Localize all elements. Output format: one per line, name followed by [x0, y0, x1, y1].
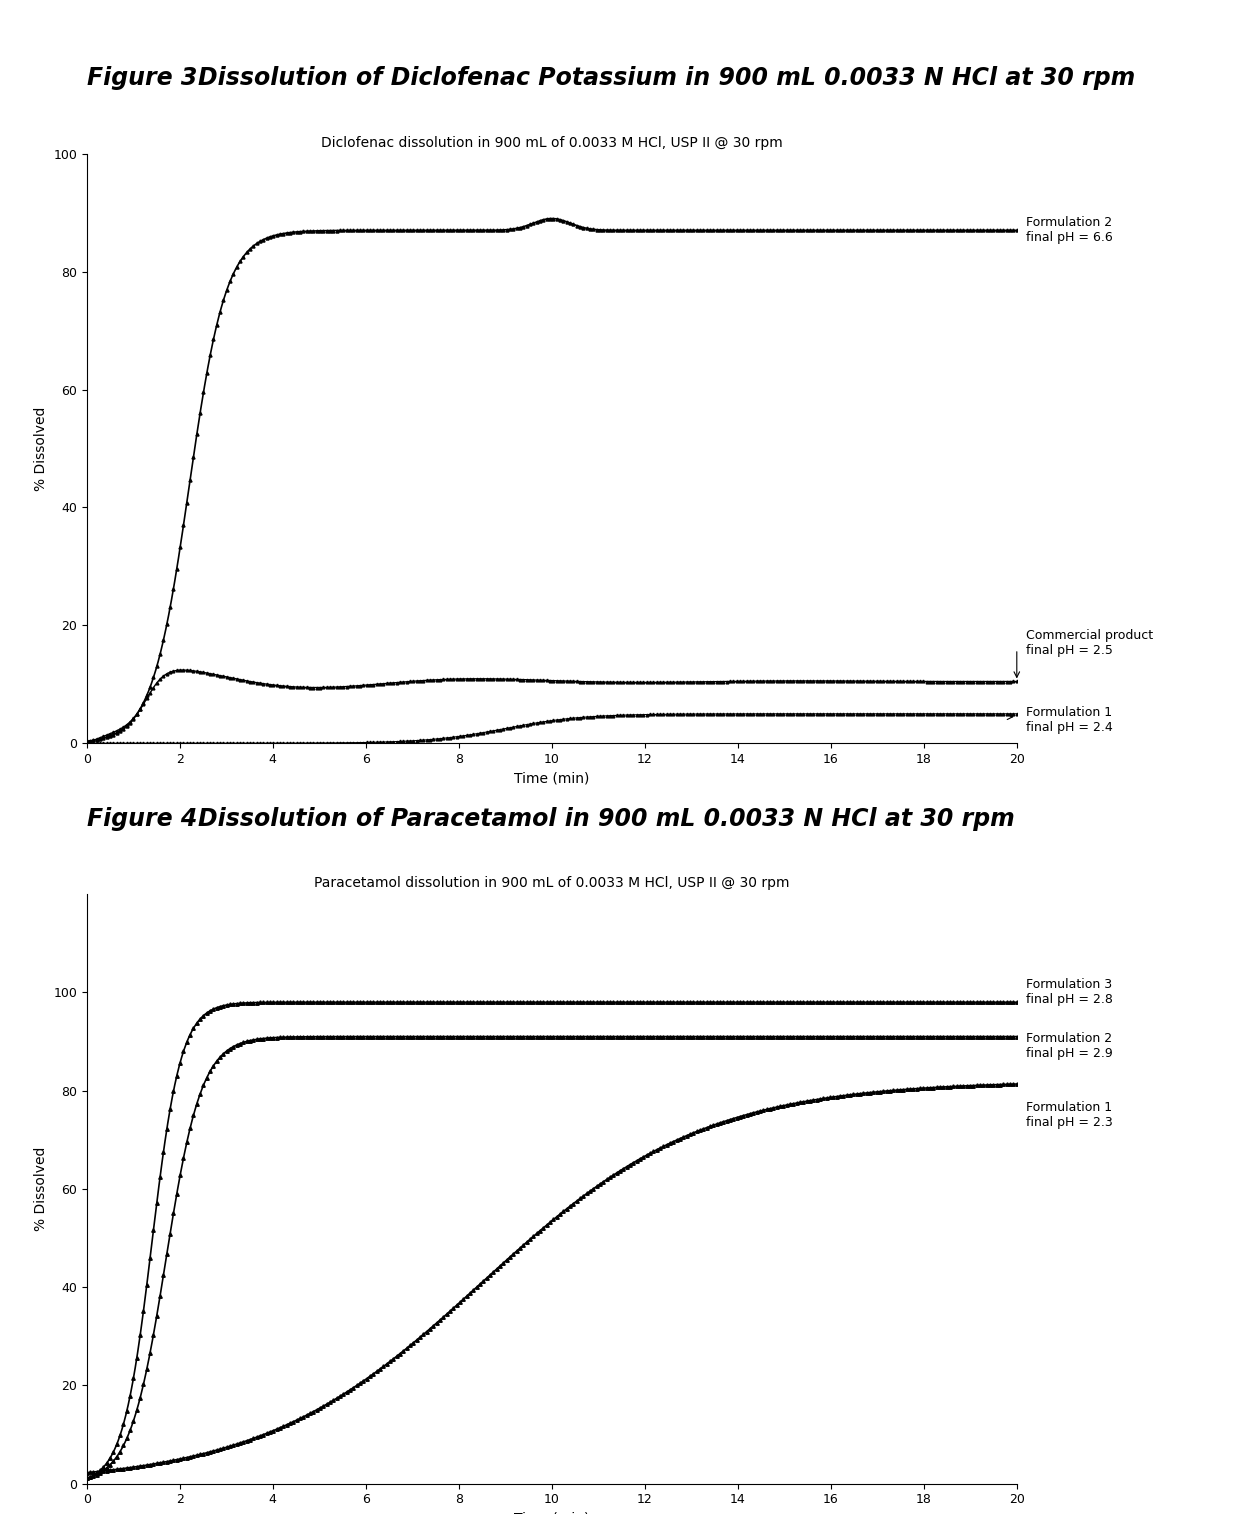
Title: Paracetamol dissolution in 900 mL of 0.0033 M HCl, USP II @ 30 rpm: Paracetamol dissolution in 900 mL of 0.0…: [314, 877, 790, 890]
Text: Commercial product
final pH = 2.5: Commercial product final pH = 2.5: [1025, 628, 1153, 657]
Text: Figure 4: Figure 4: [87, 807, 197, 831]
Text: Formulation 1
final pH = 2.4: Formulation 1 final pH = 2.4: [1025, 706, 1112, 734]
Text: Dissolution of Paracetamol in 900 mL 0.0033 N HCl at 30 rpm: Dissolution of Paracetamol in 900 mL 0.0…: [198, 807, 1016, 831]
Text: Formulation 3
final pH = 2.8: Formulation 3 final pH = 2.8: [1025, 978, 1114, 1007]
Text: Formulation 2
final pH = 6.6: Formulation 2 final pH = 6.6: [1025, 217, 1112, 244]
Y-axis label: % Dissolved: % Dissolved: [33, 406, 47, 491]
Text: Figure 3: Figure 3: [87, 67, 197, 91]
Y-axis label: % Dissolved: % Dissolved: [33, 1146, 47, 1231]
Text: Formulation 2
final pH = 2.9: Formulation 2 final pH = 2.9: [1025, 1033, 1112, 1060]
X-axis label: Time (min): Time (min): [515, 1512, 589, 1514]
Text: Formulation 1
final pH = 2.3: Formulation 1 final pH = 2.3: [1025, 1101, 1112, 1129]
Text: Dissolution of Diclofenac Potassium in 900 mL 0.0033 N HCl at 30 rpm: Dissolution of Diclofenac Potassium in 9…: [198, 67, 1136, 91]
Title: Diclofenac dissolution in 900 mL of 0.0033 M HCl, USP II @ 30 rpm: Diclofenac dissolution in 900 mL of 0.00…: [321, 136, 782, 150]
X-axis label: Time (min): Time (min): [515, 772, 589, 786]
